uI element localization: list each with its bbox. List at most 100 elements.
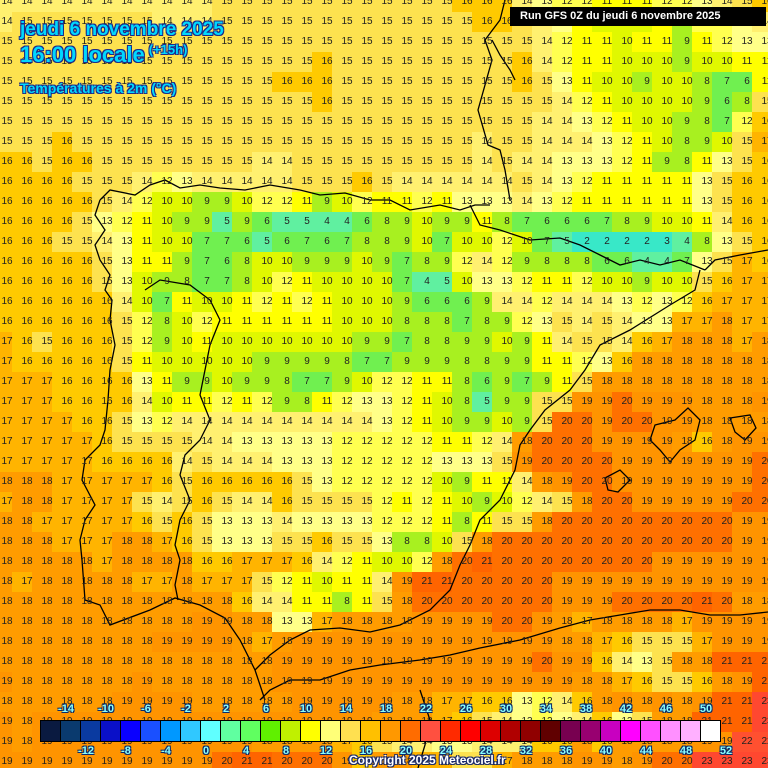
grid-value: 18 — [1, 536, 13, 547]
grid-value: 9 — [644, 276, 650, 287]
grid-value: 17 — [701, 636, 713, 647]
grid-value: 11 — [621, 176, 633, 187]
grid-value: 11 — [401, 196, 413, 207]
grid-value: 15 — [301, 536, 313, 547]
grid-value: 15 — [381, 0, 393, 7]
grid-value: 18 — [601, 696, 613, 707]
grid-value: 14 — [181, 16, 193, 27]
grid-value: 16 — [521, 76, 533, 87]
grid-value: 14 — [121, 0, 133, 7]
scale-label-lower: 20 — [399, 745, 413, 757]
grid-value: 18 — [181, 576, 193, 587]
grid-value: 15 — [101, 96, 113, 107]
grid-value: 20 — [561, 456, 573, 467]
grid-value: 20 — [561, 536, 573, 547]
grid-value: 15 — [81, 36, 93, 47]
grid-value: 12 — [741, 116, 753, 127]
grid-value: 10 — [421, 216, 433, 227]
grid-value: 11 — [641, 196, 653, 207]
grid-value: 23 — [701, 756, 713, 767]
grid-value: 21 — [721, 696, 733, 707]
grid-value: 13 — [601, 136, 613, 147]
grid-value: 7 — [384, 356, 390, 367]
grid-value: 15 — [341, 16, 353, 27]
grid-value: 18 — [81, 656, 93, 667]
grid-value: 17 — [21, 456, 33, 467]
grid-value: 18 — [81, 676, 93, 687]
grid-value: 19 — [481, 656, 493, 667]
grid-value: 18 — [581, 496, 593, 507]
grid-value: 19 — [301, 656, 313, 667]
grid-value: 15 — [101, 176, 113, 187]
grid-value: 8 — [404, 536, 410, 547]
grid-value: 15 — [381, 16, 393, 27]
grid-value: 18 — [361, 616, 373, 627]
grid-value: 11 — [661, 196, 673, 207]
grid-value: 19 — [361, 696, 373, 707]
grid-value: 13 — [301, 436, 313, 447]
grid-value: 15 — [741, 156, 753, 167]
grid-value: 13 — [241, 436, 253, 447]
grid-value: 17 — [141, 576, 153, 587]
grid-value: 18 — [181, 656, 193, 667]
grid-value: 13 — [721, 236, 733, 247]
grid-value: 19 — [361, 676, 373, 687]
grid-value: 10 — [661, 136, 673, 147]
grid-value: 15 — [301, 136, 313, 147]
grid-value: 20 — [641, 416, 653, 427]
grid-value: 11 — [661, 36, 673, 47]
grid-value: 16 — [241, 596, 253, 607]
grid-value: 14 — [461, 176, 473, 187]
grid-value: 20 — [501, 576, 513, 587]
color-swatch — [561, 721, 581, 741]
grid-value: 11 — [241, 396, 253, 407]
grid-value: 20 — [681, 596, 693, 607]
grid-value: 17 — [21, 376, 33, 387]
grid-value: 10 — [441, 476, 453, 487]
grid-value: 18 — [601, 676, 613, 687]
grid-value: 11 — [561, 276, 573, 287]
grid-value: 15 — [101, 76, 113, 87]
grid-value: 18 — [181, 616, 193, 627]
grid-value: 11 — [341, 576, 353, 587]
grid-value: 20 — [721, 516, 733, 527]
grid-value: 15 — [21, 96, 33, 107]
grid-value: 16 — [61, 256, 73, 267]
grid-value: 10 — [181, 336, 193, 347]
grid-value: 6 — [744, 76, 750, 87]
grid-value: 18 — [281, 636, 293, 647]
grid-value: 18 — [741, 396, 753, 407]
grid-value: 20 — [621, 516, 633, 527]
grid-value: 10 — [661, 116, 673, 127]
grid-value: 9 — [684, 56, 690, 67]
grid-value: 15 — [201, 96, 213, 107]
grid-value: 15 — [181, 436, 193, 447]
grid-value: 15 — [521, 116, 533, 127]
grid-value: 19 — [741, 456, 753, 467]
grid-value: 15 — [121, 96, 133, 107]
grid-value: 15 — [81, 56, 93, 67]
grid-value: 17 — [501, 756, 513, 767]
grid-value: 11 — [181, 296, 193, 307]
grid-value: 18 — [121, 676, 133, 687]
grid-value: 17 — [21, 416, 33, 427]
grid-value: 18 — [141, 656, 153, 667]
grid-value: 15 — [281, 56, 293, 67]
grid-value: 19 — [341, 756, 353, 767]
grid-value: 16 — [761, 196, 768, 207]
grid-value: 12 — [381, 456, 393, 467]
grid-value: 17 — [741, 336, 753, 347]
grid-value: 18 — [81, 596, 93, 607]
scale-label-upper: 10 — [299, 703, 313, 715]
grid-value: 14 — [81, 0, 93, 7]
color-swatch — [501, 721, 521, 741]
grid-value: 16 — [121, 376, 133, 387]
color-swatch — [281, 721, 301, 741]
grid-value: 9 — [404, 236, 410, 247]
grid-value: 17 — [101, 476, 113, 487]
grid-value: 16 — [1, 216, 13, 227]
grid-value: 12 — [281, 196, 293, 207]
grid-value: 16 — [81, 276, 93, 287]
grid-value: 18 — [221, 596, 233, 607]
